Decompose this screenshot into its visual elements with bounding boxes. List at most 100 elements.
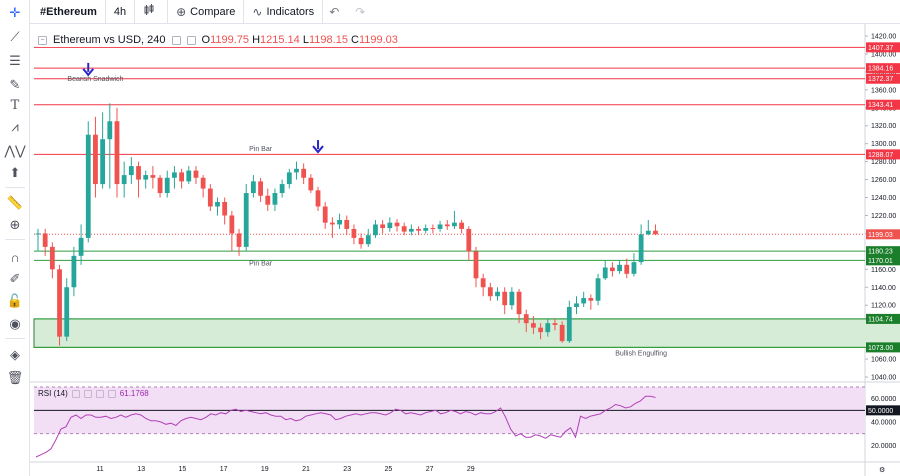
price-tick-label: 1360.00	[871, 87, 896, 94]
resistance-price-tag	[866, 63, 900, 74]
zoom-tool[interactable]: ⊕	[0, 214, 30, 236]
rsi-visibility-icon[interactable]	[71, 389, 80, 398]
crosshair-tool[interactable]: ✛	[0, 2, 30, 24]
compare-plus-icon: ⊕	[176, 4, 187, 19]
candle-up	[387, 222, 393, 229]
candle-up	[294, 168, 299, 173]
open-key: O	[201, 34, 211, 46]
indicators-button[interactable]: ∿ Indicators	[244, 0, 324, 24]
horizontal-lines-tool[interactable]: ☰	[0, 50, 30, 72]
elliott-wave-tool[interactable]: ⋀⋁	[0, 140, 30, 162]
price-chart[interactable]: 1420.001400.001380.001360.001340.001320.…	[30, 24, 900, 476]
eye-icon: ◉	[9, 316, 21, 331]
wave-icon: ⋀⋁	[4, 143, 26, 158]
magnet-tool[interactable]: ∩	[0, 246, 30, 268]
rsi-value: 61.1768	[119, 389, 149, 398]
close-key: C	[351, 34, 359, 46]
candle-up	[35, 233, 41, 235]
candle-up	[509, 291, 515, 306]
rsi-tick-label: 60.0000	[871, 396, 896, 403]
candle-up	[602, 267, 608, 279]
candle-up	[286, 172, 292, 185]
undo-icon: ↶	[329, 4, 340, 19]
lock-all-tool[interactable]: 🔓	[0, 290, 30, 312]
candle-up	[645, 230, 651, 235]
candle-up	[638, 234, 644, 263]
date-tick-label: 15	[179, 466, 187, 473]
candle-down	[150, 175, 156, 178]
arrow-up-icon: ⬆	[9, 165, 21, 180]
indicators-wave-icon: ∿	[252, 4, 263, 19]
price-tick-label: 1300.00	[871, 141, 896, 148]
redo-button[interactable]: ↷	[349, 0, 375, 24]
unlock-icon: 🔓	[6, 293, 24, 308]
chart-legend: − Ethereum vs USD, 240 O1199.75 H1215.14…	[38, 33, 398, 47]
ruler-tool[interactable]: 📏	[0, 192, 30, 214]
candle-down	[466, 228, 472, 252]
candle-up	[272, 193, 278, 205]
legend-visibility-icon[interactable]	[171, 35, 181, 45]
trendline-icon: ⟋	[10, 29, 20, 44]
candle-up	[545, 323, 551, 333]
price-tick-label: 1260.00	[871, 177, 896, 184]
rsi-remove-icon[interactable]	[95, 389, 104, 398]
date-tick-label: 29	[467, 466, 475, 473]
chart-settings-icon[interactable]: ⚙	[879, 466, 885, 474]
compare-button[interactable]: ⊕ Compare	[168, 0, 245, 24]
candle-up	[279, 184, 285, 194]
hide-drawings-tool[interactable]: ◉	[0, 313, 30, 335]
resistance-price-tag-label: 1288.07	[868, 152, 893, 159]
candle-down	[624, 264, 630, 274]
symbol-label: #Ethereum	[40, 5, 97, 18]
pattern-icon: ⩘	[11, 119, 19, 134]
undo-button[interactable]: ↶	[323, 0, 349, 24]
support-price-tag-label: 1180.23	[868, 249, 893, 256]
candle-down	[258, 181, 263, 196]
candle-up	[595, 278, 601, 301]
high-key: H	[252, 34, 261, 46]
chart-annotation: Pin Bar	[249, 146, 273, 153]
object-tree-tool[interactable]: ◈	[0, 344, 30, 366]
trendline-tool[interactable]: ⟋	[0, 26, 30, 48]
candle-up	[495, 291, 500, 297]
date-tick-label: 13	[137, 466, 145, 473]
rsi-legend: RSI (14) 61.1768	[38, 389, 149, 398]
resistance-price-tag	[866, 42, 900, 53]
text-tool[interactable]: T	[0, 94, 30, 116]
rsi-more-icon[interactable]	[107, 389, 116, 398]
price-tick-label: 1160.00	[871, 267, 896, 274]
symbol-search-button[interactable]: #Ethereum	[30, 0, 106, 24]
chart-type-button[interactable]	[135, 0, 169, 24]
remove-drawings-tool[interactable]: 🗑	[0, 367, 30, 389]
ruler-icon: 📏	[6, 195, 24, 210]
resistance-price-tag	[866, 149, 900, 160]
candle-down	[473, 251, 479, 279]
legend-collapse-icon[interactable]: −	[38, 35, 47, 45]
candle-down	[93, 134, 98, 185]
support-price-tag-label: 1104.74	[868, 316, 893, 323]
pattern-tool[interactable]: ⩘	[0, 116, 30, 138]
legend-settings-icon[interactable]	[186, 35, 196, 45]
candle-down	[559, 324, 565, 342]
support-price-tag	[866, 313, 900, 324]
arrow-tool[interactable]: ⬆	[0, 162, 30, 184]
lock-draw-tool[interactable]: ✐	[0, 268, 30, 290]
interval-button[interactable]: 4h	[106, 0, 136, 24]
candle-up	[71, 255, 77, 288]
candle-down	[57, 269, 62, 337]
candle-up	[365, 235, 371, 245]
candle-down	[416, 228, 421, 231]
brush-tool[interactable]: ✎	[0, 74, 30, 96]
candle-down	[401, 226, 407, 232]
candle-down	[610, 267, 615, 272]
rsi-mid-tag	[866, 405, 900, 416]
candle-down	[193, 170, 199, 178]
resistance-price-tag-label: 1407.37	[868, 45, 893, 52]
rsi-settings-icon[interactable]	[83, 389, 92, 398]
resistance-price-tag	[866, 73, 900, 84]
candle-up	[78, 237, 84, 256]
drawing-toolbar: ✛ ⟋ ☰ ✎ T ⩘ ⋀⋁ ⬆ 📏 ⊕ ∩ ✐ 🔓 ◉ ◈ 🗑	[0, 0, 30, 476]
redo-icon: ↷	[355, 4, 366, 19]
low-value: 1198.15	[308, 34, 348, 46]
price-tick-label: 1400.00	[871, 51, 896, 58]
